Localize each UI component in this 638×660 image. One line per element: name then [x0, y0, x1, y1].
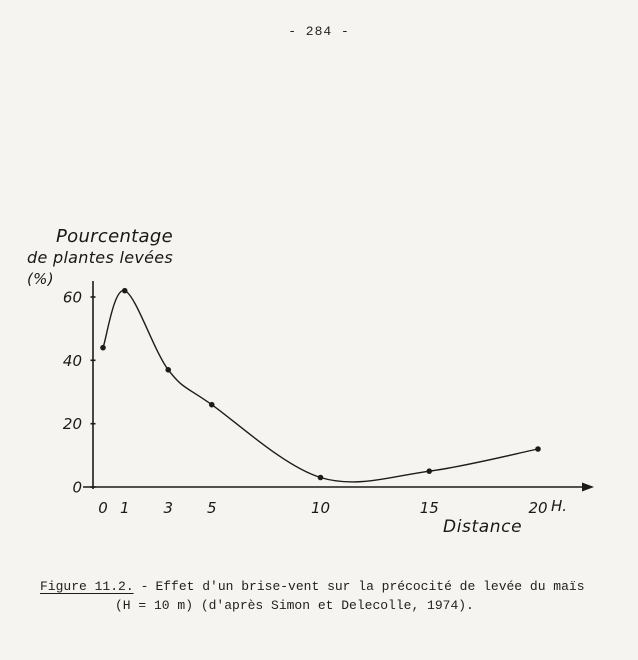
- y-tick-label: 40: [63, 352, 82, 370]
- data-point: [100, 344, 106, 351]
- caption-text: Effet d'un brise-vent sur la précocité d…: [155, 579, 585, 594]
- y-tick-labels: 0 20 40 60: [63, 289, 96, 497]
- data-curve: [102, 289, 539, 483]
- x-axis-label: Distance: [443, 517, 523, 537]
- y-tick-label: 20: [63, 415, 82, 433]
- x-axis-unit: H.: [551, 497, 568, 515]
- x-tick-label: 5: [207, 499, 217, 517]
- data-point: [165, 367, 172, 373]
- page-number: - 284 -: [288, 24, 350, 39]
- data-point: [208, 401, 215, 408]
- x-tick-label: 15: [420, 499, 439, 517]
- y-axis-title-line-2: de plantes levées: [27, 248, 174, 267]
- caption-line-2: (H = 10 m) (d'après Simon et Delecolle, …: [115, 598, 474, 613]
- y-axis-title-line-3: (%): [27, 270, 54, 288]
- data-points: [100, 287, 541, 481]
- x-axis: [83, 482, 594, 492]
- x-tick-label: 1: [120, 499, 130, 517]
- x-tick-label: 3: [164, 499, 174, 517]
- y-tick-label: 0: [72, 479, 82, 497]
- y-tick-label: 60: [63, 289, 82, 307]
- x-tick-label: 20: [528, 499, 547, 517]
- y-axis-title-line-1: Pourcentage: [56, 226, 173, 247]
- data-point: [121, 287, 128, 294]
- x-tick-labels: 0 1 3 5 10 15 20: [98, 499, 547, 517]
- figure-caption: Figure 11.2. - Effet d'un brise-vent sur…: [40, 579, 585, 613]
- caption-separator: -: [140, 579, 149, 594]
- data-point: [426, 468, 433, 474]
- data-point: [317, 474, 324, 481]
- data-point: [535, 446, 541, 452]
- x-tick-label: 10: [311, 499, 330, 517]
- caption-line-1: Figure 11.2. - Effet d'un brise-vent sur…: [40, 579, 585, 594]
- caption-figure-label: Figure 11.2.: [40, 579, 134, 594]
- x-tick-label: 0: [98, 499, 108, 517]
- x-axis-arrow-icon: [582, 482, 594, 492]
